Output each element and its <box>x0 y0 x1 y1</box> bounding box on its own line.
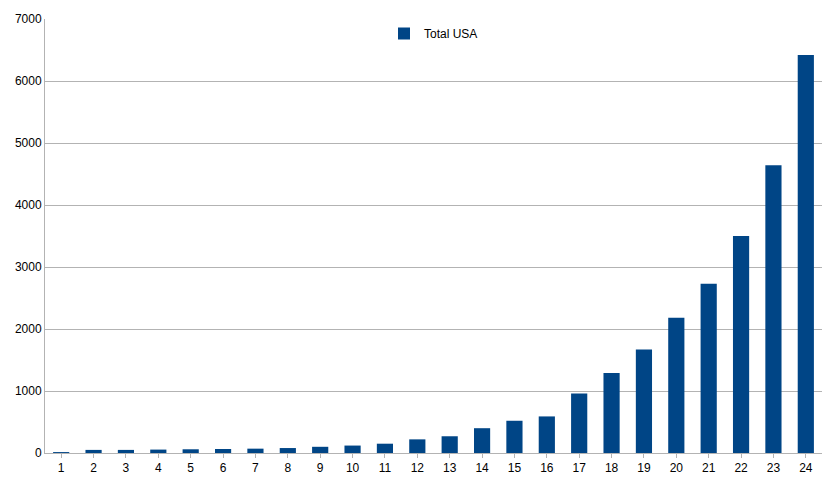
svg-text:1000: 1000 <box>15 384 42 398</box>
svg-text:2000: 2000 <box>15 322 42 336</box>
svg-text:24: 24 <box>799 461 813 475</box>
svg-text:12: 12 <box>411 461 425 475</box>
svg-text:14: 14 <box>475 461 489 475</box>
svg-text:3000: 3000 <box>15 260 42 274</box>
svg-text:4: 4 <box>155 461 162 475</box>
svg-text:6: 6 <box>220 461 227 475</box>
svg-text:9: 9 <box>317 461 324 475</box>
svg-text:5000: 5000 <box>15 136 42 150</box>
svg-text:13: 13 <box>443 461 457 475</box>
svg-text:1: 1 <box>58 461 65 475</box>
svg-text:15: 15 <box>508 461 522 475</box>
svg-text:7000: 7000 <box>15 12 42 26</box>
svg-text:20: 20 <box>670 461 684 475</box>
svg-text:23: 23 <box>767 461 781 475</box>
svg-text:11: 11 <box>379 461 392 475</box>
svg-text:6000: 6000 <box>15 74 42 88</box>
svg-text:5: 5 <box>187 461 194 475</box>
svg-text:3: 3 <box>123 461 130 475</box>
svg-text:16: 16 <box>540 461 554 475</box>
svg-text:Total USA: Total USA <box>424 27 477 41</box>
svg-text:18: 18 <box>605 461 619 475</box>
svg-text:17: 17 <box>573 461 587 475</box>
svg-text:0: 0 <box>35 446 42 460</box>
svg-text:4000: 4000 <box>15 198 42 212</box>
svg-text:10: 10 <box>346 461 360 475</box>
svg-text:8: 8 <box>284 461 291 475</box>
svg-text:2: 2 <box>90 461 97 475</box>
svg-text:21: 21 <box>702 461 716 475</box>
svg-text:19: 19 <box>637 461 651 475</box>
svg-text:22: 22 <box>734 461 748 475</box>
svg-text:7: 7 <box>252 461 259 475</box>
